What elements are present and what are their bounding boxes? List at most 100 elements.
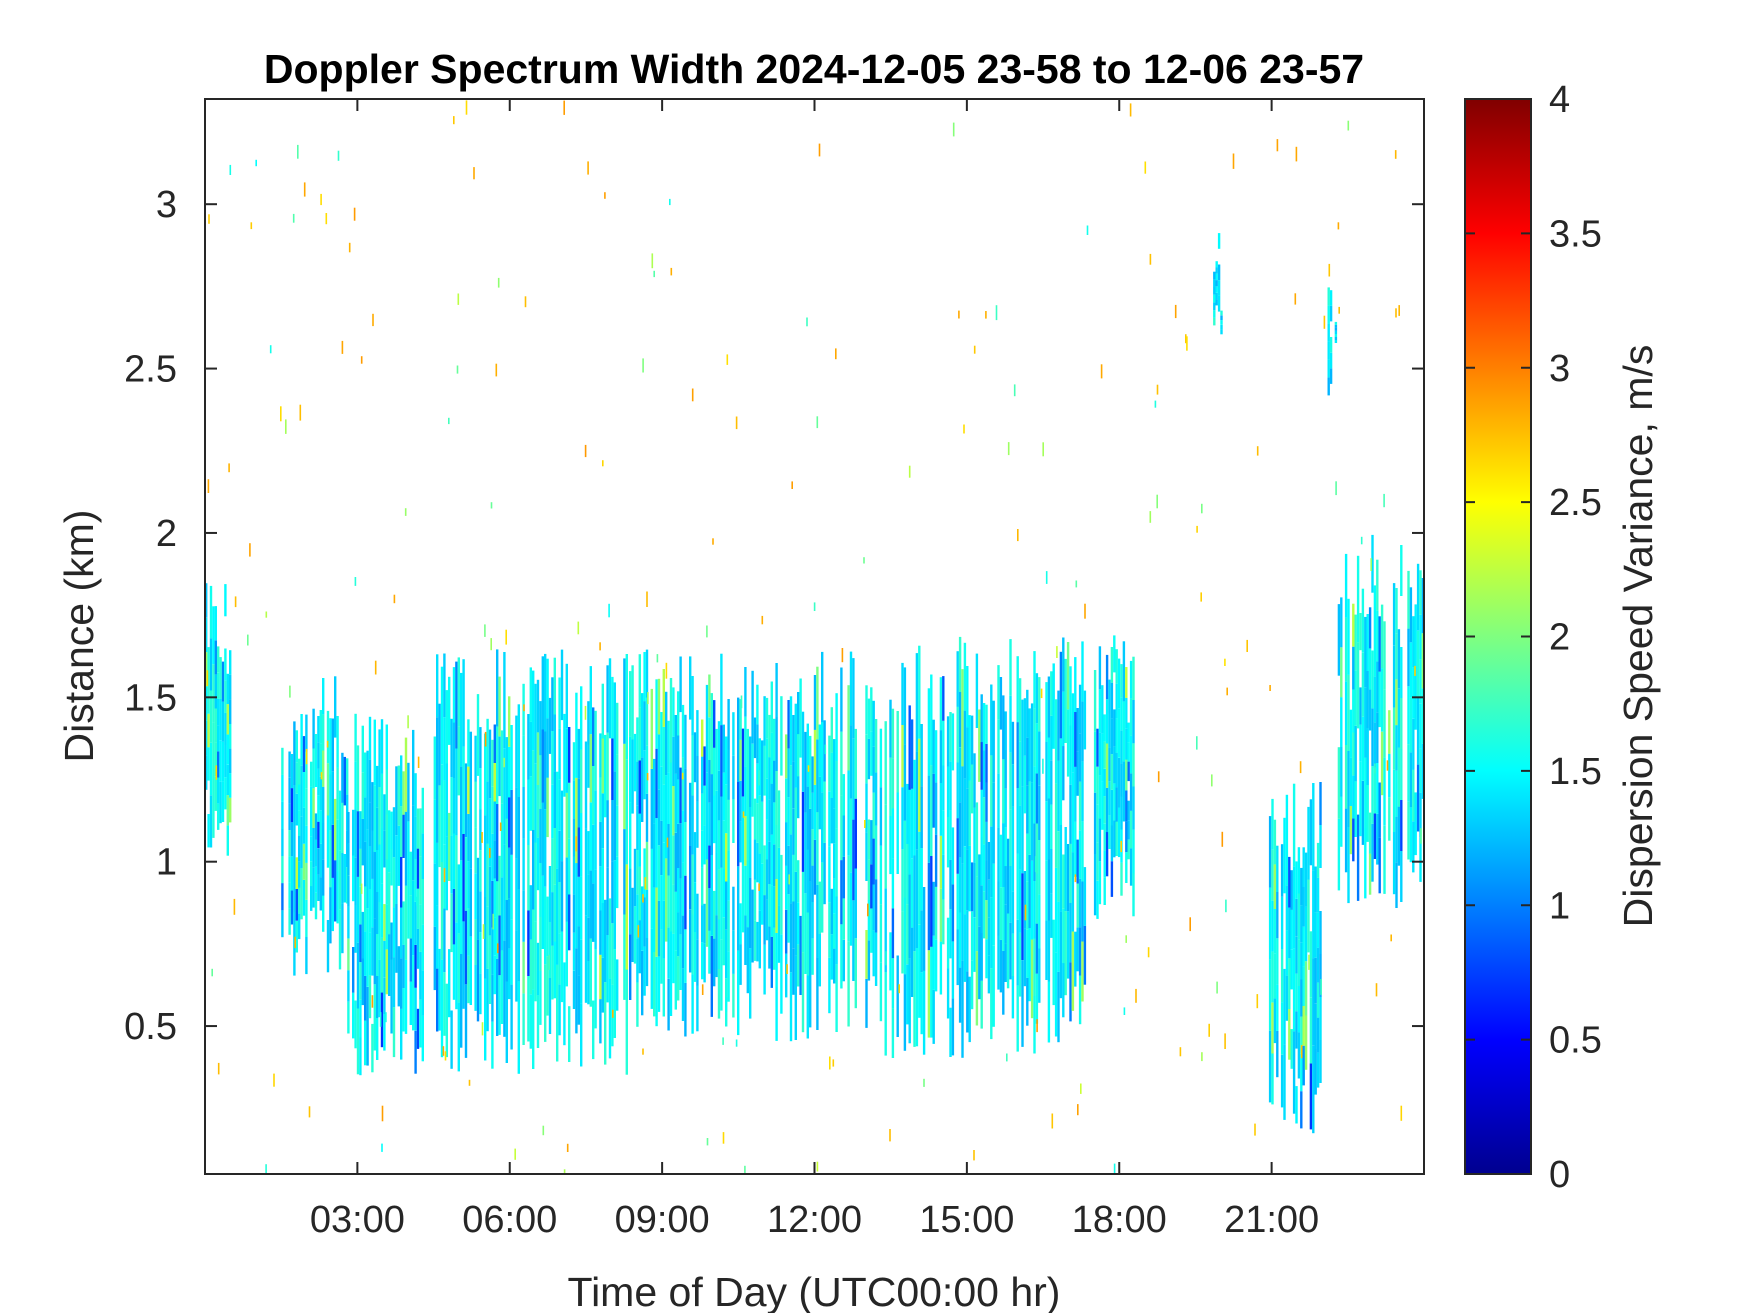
- heatmap-cell: [1302, 1006, 1305, 1046]
- heatmap-cell: [209, 690, 213, 743]
- heatmap-cell: [677, 956, 680, 1001]
- heatmap-cell: [500, 803, 504, 878]
- heatmap-cell: [300, 765, 303, 817]
- heatmap-cell: [1295, 1086, 1298, 1124]
- heatmap-cell: [1316, 877, 1320, 913]
- heatmap-cell: [689, 846, 692, 910]
- heatmap-noise: [1149, 511, 1152, 523]
- heatmap-cell: [1288, 958, 1291, 1009]
- heatmap-cell: [532, 830, 535, 910]
- heatmap-cell: [1026, 689, 1029, 738]
- heatmap-cell: [1400, 698, 1403, 749]
- heatmap-cell: [684, 929, 687, 983]
- heatmap-cell: [421, 787, 424, 834]
- heatmap-cell: [1397, 688, 1401, 748]
- heatmap-noise: [1224, 1033, 1226, 1049]
- heatmap-cell: [677, 823, 680, 868]
- heatmap-cell: [643, 652, 646, 702]
- heatmap-cell: [679, 823, 682, 879]
- heatmap-cell: [1081, 941, 1084, 1002]
- heatmap-cell: [1127, 742, 1130, 762]
- heatmap-cell: [1371, 650, 1374, 709]
- heatmap-cell: [1120, 796, 1123, 830]
- heatmap-cell: [334, 676, 337, 738]
- heatmap-cell: [1215, 292, 1218, 300]
- heatmap-cell: [1217, 295, 1221, 312]
- heatmap-cell: [302, 736, 306, 772]
- heatmap-noise: [735, 1039, 738, 1047]
- heatmap-cell: [479, 809, 482, 851]
- heatmap-cell: [761, 863, 764, 925]
- heatmap-cell: [1035, 673, 1039, 724]
- heatmap-cell: [1059, 825, 1063, 912]
- heatmap-noise: [1077, 1104, 1079, 1116]
- heatmap-cell: [1295, 898, 1298, 937]
- heatmap-cell: [821, 651, 824, 723]
- heatmap-cell: [1059, 651, 1063, 739]
- heatmap-cell: [934, 887, 938, 940]
- heatmap-cell: [1271, 1002, 1274, 1054]
- heatmap-cell: [703, 943, 706, 983]
- heatmap-cell: [445, 983, 448, 1058]
- heatmap-cell: [753, 798, 757, 840]
- heatmap-cell: [474, 781, 477, 828]
- heatmap-cell: [1122, 761, 1126, 822]
- heatmap-cell: [551, 784, 554, 839]
- heatmap-cell: [1038, 731, 1041, 786]
- heatmap-noise: [265, 611, 268, 618]
- heatmap-cell: [541, 802, 544, 876]
- heatmap-cell: [556, 771, 559, 869]
- heatmap-noise: [1299, 761, 1302, 774]
- heatmap-noise: [867, 903, 869, 917]
- heatmap-cell: [1383, 621, 1386, 690]
- heatmap-cell: [1047, 920, 1051, 982]
- heatmap-cell: [946, 917, 950, 969]
- heatmap-cell: [701, 905, 704, 943]
- heatmap-cell: [684, 822, 687, 876]
- heatmap-cell: [847, 770, 850, 856]
- heatmap-cell: [891, 808, 895, 859]
- heatmap-cell: [295, 762, 298, 794]
- heatmap-noise: [612, 1009, 614, 1018]
- heatmap-cell: [407, 821, 410, 880]
- heatmap-cell: [949, 859, 952, 910]
- heatmap-noise: [1398, 305, 1400, 316]
- heatmap-cell: [674, 715, 677, 774]
- heatmap-cell: [1220, 310, 1223, 316]
- heatmap-cell: [326, 710, 330, 764]
- heatmap-cell: [347, 970, 350, 1002]
- heatmap-cell: [681, 915, 685, 969]
- heatmap-cell: [920, 786, 923, 849]
- heatmap-noise: [456, 365, 459, 374]
- heatmap-cell: [536, 732, 540, 785]
- heatmap-cell: [464, 837, 468, 911]
- heatmap-cell: [1213, 271, 1216, 280]
- heatmap-cell: [402, 944, 405, 989]
- heatmap-cell: [874, 932, 878, 986]
- heatmap-cell: [467, 814, 470, 862]
- heatmap-cell: [1283, 1044, 1286, 1120]
- heatmap-cell: [616, 959, 619, 1011]
- heatmap-cell: [1354, 781, 1357, 837]
- heatmap-cell: [1078, 684, 1082, 734]
- heatmap-cell: [811, 756, 814, 793]
- heatmap-cell: [1329, 368, 1333, 384]
- heatmap-cell: [310, 811, 313, 837]
- heatmap-cell: [942, 810, 945, 855]
- heatmap-cell: [290, 890, 294, 925]
- heatmap-cell: [763, 696, 766, 746]
- heatmap-cell: [380, 992, 384, 1048]
- heatmap-cell: [397, 765, 400, 826]
- heatmap-cell: [906, 844, 909, 905]
- heatmap-cell: [725, 784, 728, 834]
- heatmap-cell: [371, 782, 374, 831]
- heatmap-cell: [599, 821, 602, 867]
- heatmap-cell: [910, 858, 914, 928]
- heatmap-cell: [488, 798, 492, 867]
- heatmap-cell: [322, 714, 325, 751]
- heatmap-cell: [1352, 775, 1355, 819]
- heatmap-cell: [1074, 821, 1077, 877]
- x-tick-label: 21:00: [1224, 1199, 1319, 1241]
- heatmap-cell: [1045, 860, 1048, 921]
- heatmap-cell: [1352, 732, 1355, 776]
